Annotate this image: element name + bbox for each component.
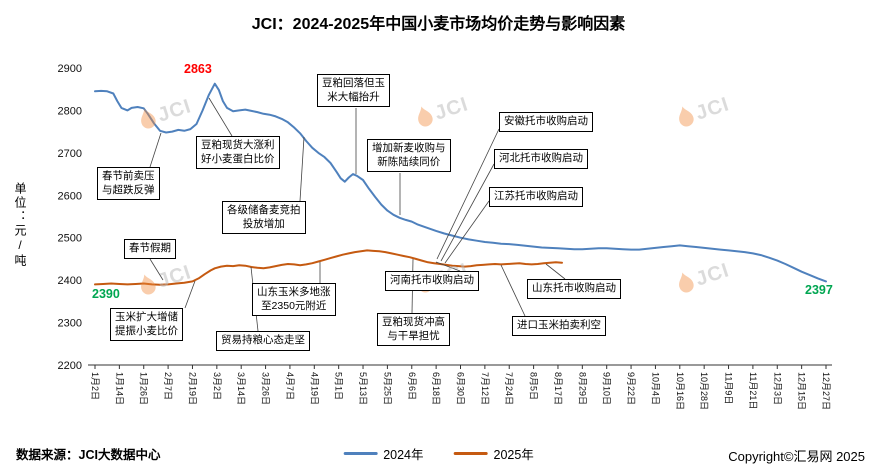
y-tick-label: 2400 (58, 275, 82, 287)
annotation-connector (149, 258, 164, 281)
series-line-2025年 (94, 249, 563, 286)
x-tick-label: 8月17日 (553, 372, 563, 405)
legend-swatch-2024 (343, 452, 378, 455)
annotation-connector (250, 266, 259, 332)
x-tick-label: 8月29日 (577, 372, 587, 405)
annotation-connector (149, 132, 162, 168)
x-tick-label: 10月28日 (699, 372, 709, 410)
series-line-2024年 (94, 82, 827, 283)
x-tick-label: 12月3日 (772, 372, 782, 405)
legend-label-2024: 2024年 (383, 448, 424, 462)
annotation-connector (436, 128, 500, 260)
x-tick-label: 3月26日 (261, 372, 271, 405)
copyright-text: Copyright©汇易网 2025 (728, 449, 865, 464)
x-tick-label: 2月7日 (163, 372, 173, 400)
annotation-connector (500, 264, 526, 317)
x-tick-label: 1月14日 (114, 372, 124, 405)
x-tick-label: 2月19日 (187, 372, 197, 405)
x-tick-label: 6月30日 (456, 372, 466, 405)
y-tick-label: 2500 (58, 233, 82, 245)
y-tick-label: 2200 (58, 360, 82, 372)
x-tick-label: 5月13日 (358, 372, 368, 405)
legend-swatch-2025 (453, 452, 488, 455)
y-tick-label: 2300 (58, 318, 82, 330)
legend-label-2025: 2025年 (493, 448, 534, 462)
x-tick-label: 4月7日 (285, 372, 295, 400)
x-tick-label: 10月16日 (675, 372, 685, 410)
x-tick-label: 3月2日 (212, 372, 222, 400)
x-tick-label: 5月1日 (334, 372, 344, 400)
data-source-text: 数据来源：JCI大数据中心 (16, 448, 161, 462)
x-tick-label: 7月24日 (504, 372, 514, 405)
legend-item-2025: 2025年 (453, 444, 534, 463)
x-tick-label: 7月12日 (480, 372, 490, 405)
x-tick-label: 12月15日 (797, 372, 807, 410)
y-tick-label: 2600 (58, 190, 82, 202)
annotation-connector (299, 136, 305, 202)
annotation-connector (440, 163, 495, 262)
x-tick-label: 1月2日 (90, 372, 100, 400)
x-tick-label: 11月9日 (724, 372, 734, 404)
x-tick-label: 10月4日 (650, 372, 660, 405)
x-tick-label: 1月26日 (139, 372, 149, 405)
x-tick-label: 9月22日 (626, 372, 636, 405)
annotation-connector (444, 200, 490, 264)
annotation-connector (411, 258, 414, 314)
x-tick-label: 4月19日 (309, 372, 319, 405)
x-tick-label: 11月21日 (748, 372, 758, 409)
x-tick-label: 6月6日 (407, 372, 417, 400)
chart-title: JCI：2024-2025年中国小麦市场均价走势与影响因素 (251, 16, 626, 33)
annotation-connector (208, 97, 233, 137)
x-tick-label: 8月5日 (529, 372, 539, 400)
y-axis-title: 单位：元/吨 (13, 182, 27, 268)
x-tick-label: 12月27日 (821, 372, 831, 410)
x-tick-label: 3月14日 (236, 372, 246, 405)
y-tick-label: 2800 (58, 105, 82, 117)
x-tick-label: 5月25日 (382, 372, 392, 405)
y-tick-label: 2900 (58, 63, 82, 75)
legend: 2024年 2025年 (343, 444, 534, 463)
legend-item-2024: 2024年 (343, 444, 424, 463)
x-tick-label: 6月18日 (431, 372, 441, 405)
annotation-connector (545, 263, 566, 280)
annotation-connector (435, 261, 461, 272)
x-tick-label: 9月10日 (602, 372, 612, 405)
y-tick-label: 2700 (58, 148, 82, 160)
annotation-connector (184, 280, 196, 309)
